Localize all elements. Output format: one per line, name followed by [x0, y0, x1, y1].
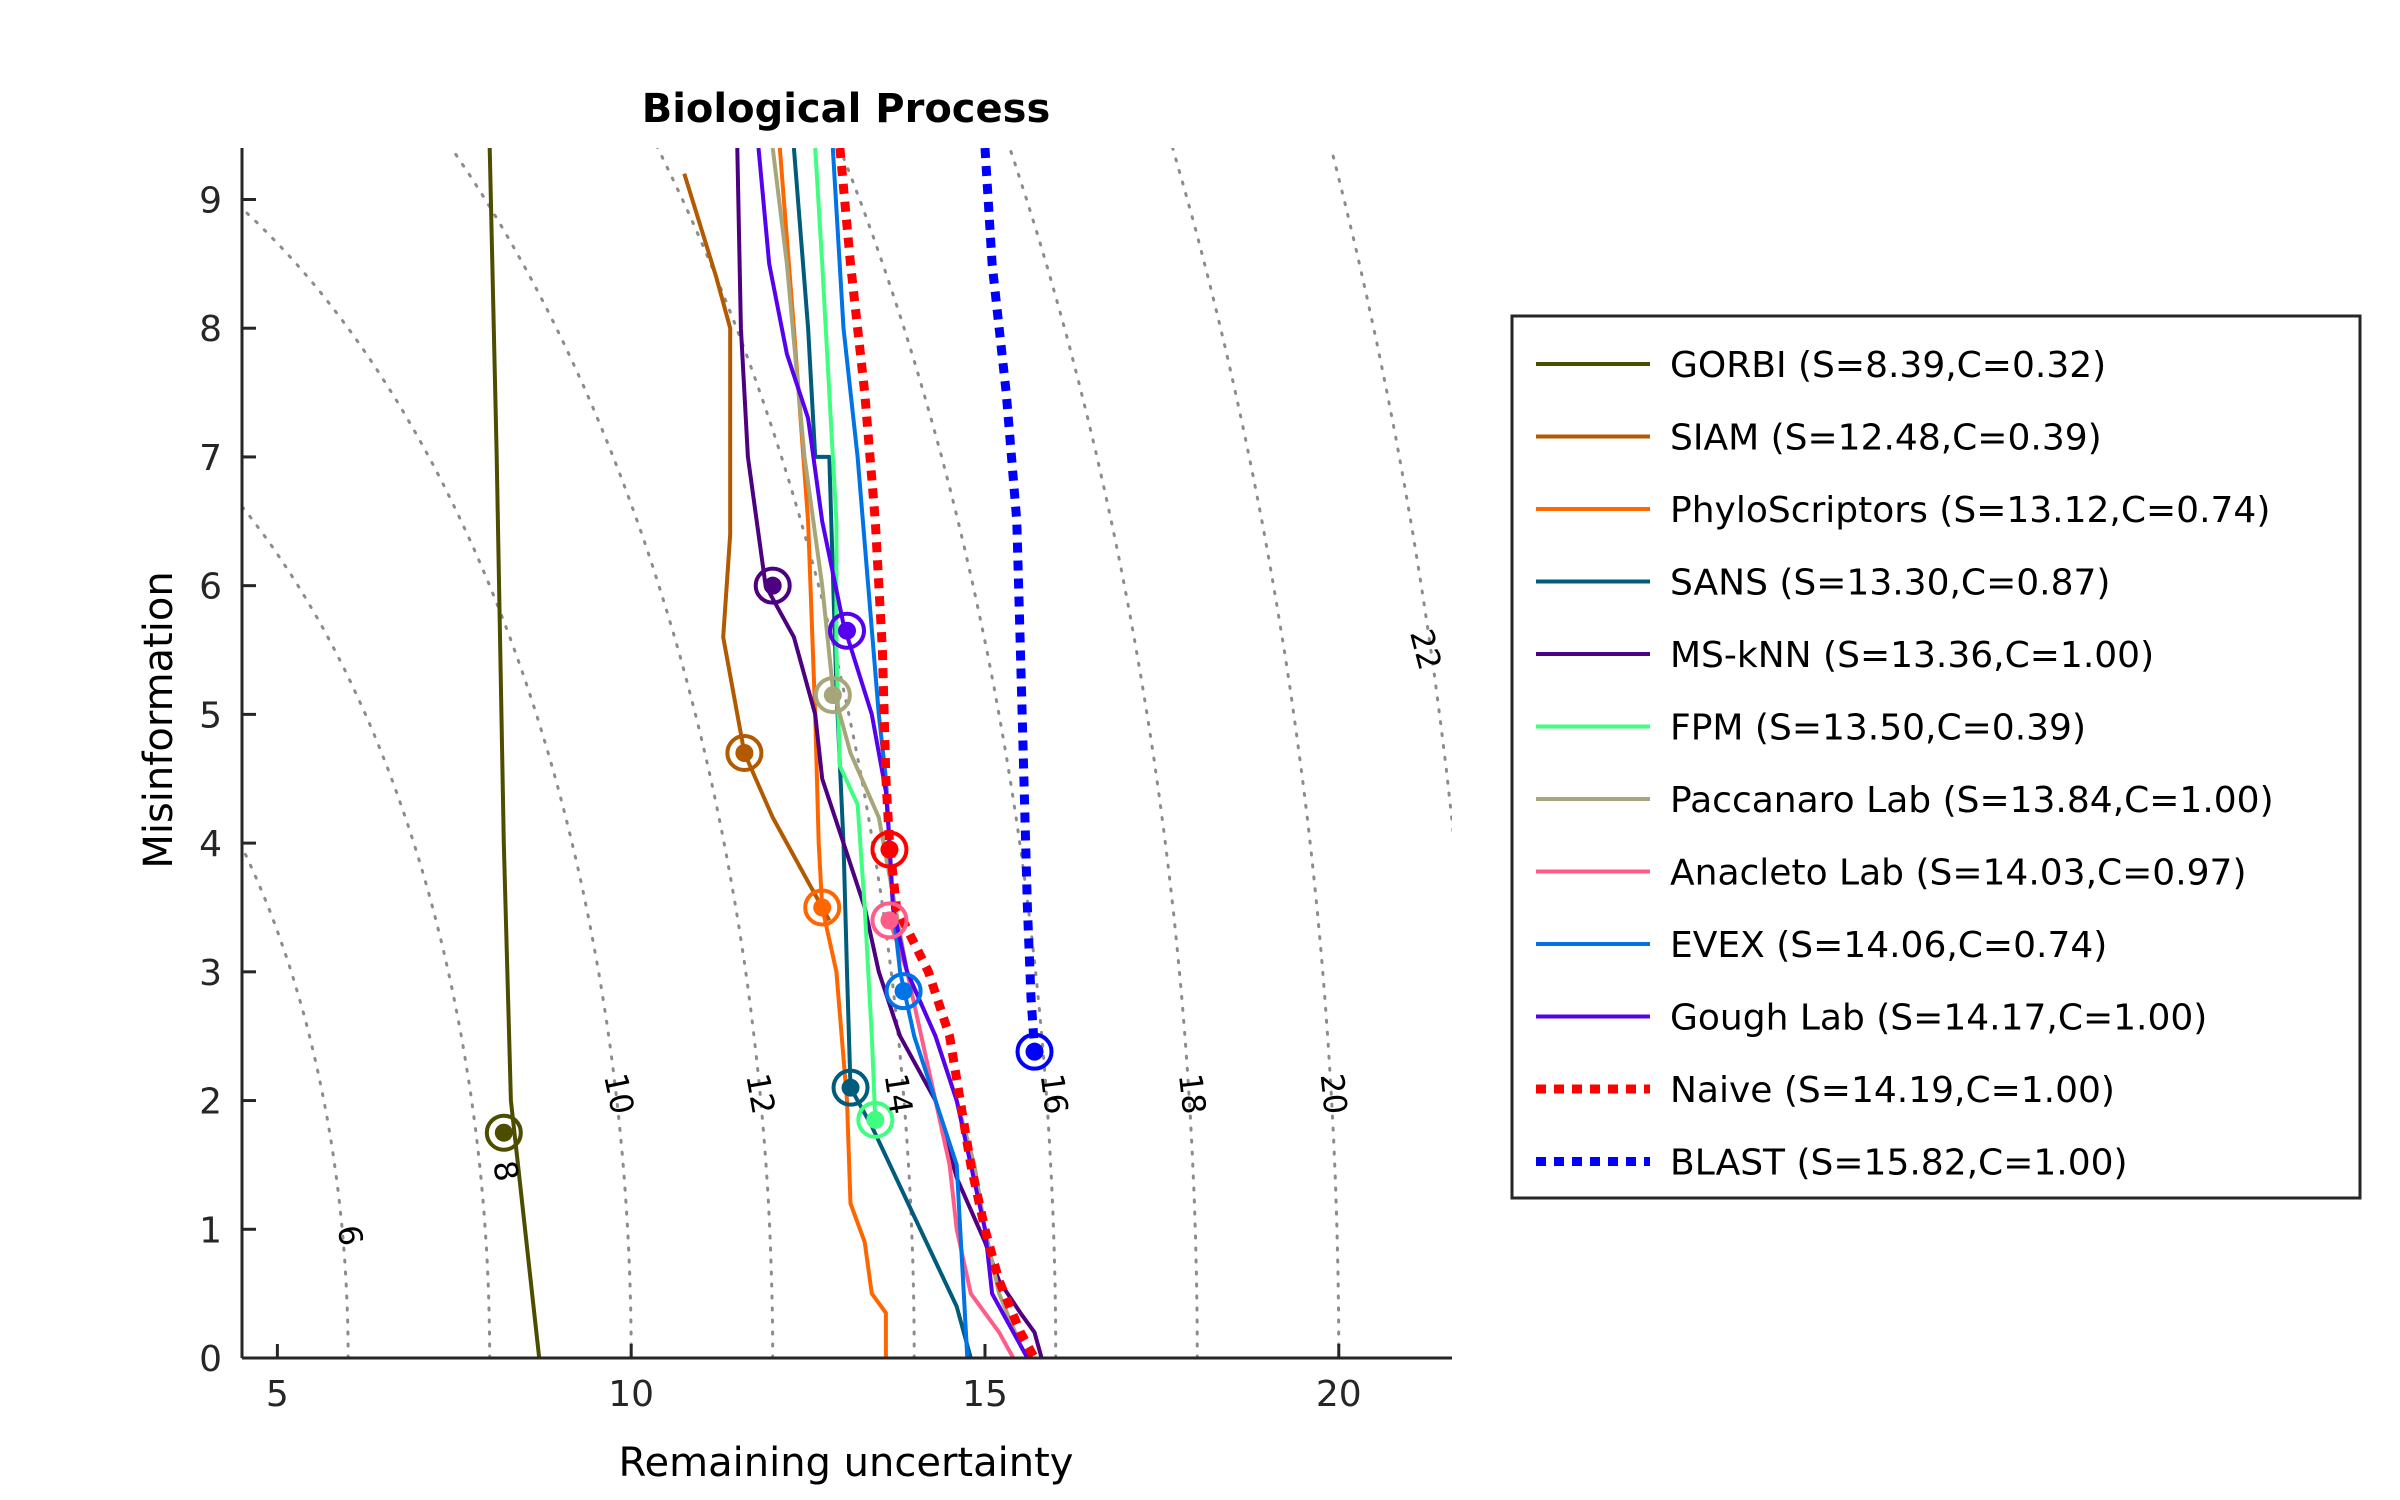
x-tick-label-5: 5 [266, 1374, 289, 1415]
contour-label-20: 20 [1313, 1072, 1355, 1116]
x-tick-label-20: 20 [1316, 1374, 1362, 1415]
series-marker-fpm [856, 1100, 895, 1139]
series-marker-gough-lab [828, 611, 866, 650]
legend-entry-anacleto-lab: Anacleto Lab (S=14.03,C=0.97) [1670, 853, 2247, 894]
legend-entry-evex: EVEX (S=14.06,C=0.74) [1670, 925, 2107, 966]
legend-entry-naive: Naive (S=14.19,C=1.00) [1670, 1070, 2115, 1111]
legend-entry-siam: SIAM (S=12.48,C=0.39) [1670, 418, 2102, 459]
contour-18 [1008, 148, 1199, 1358]
legend-entry-blast: BLAST (S=15.82,C=1.00) [1670, 1143, 2128, 1184]
contour-label-12: 12 [738, 1070, 782, 1117]
legend-entry-ms-knn: MS-kNN (S=13.36,C=1.00) [1670, 635, 2154, 676]
contour-label-10: 10 [596, 1070, 642, 1118]
x-tick-label-15: 15 [962, 1374, 1008, 1415]
chart-title: Biological Process [642, 86, 1051, 132]
legend-entry-fpm: FPM (S=13.50,C=0.39) [1670, 708, 2086, 749]
legend-entry-gough-lab: Gough Lab (S=14.17,C=1.00) [1670, 998, 2207, 1039]
legend-box [1510, 314, 2362, 1200]
series-line-naive [835, 148, 1039, 1358]
contour-12 [449, 148, 775, 1358]
series-marker-sans [831, 1068, 870, 1107]
x-tick-label-10: 10 [608, 1374, 654, 1415]
series-lines [487, 148, 1044, 1358]
series-marker-gorbi [484, 1113, 523, 1152]
legend: GORBI (S=8.39,C=0.32) SIAM (S=12.48,C=0.3… [1510, 314, 2362, 1200]
series-marker-blast [1015, 1032, 1054, 1071]
y-axis-label: Misinformation [136, 571, 182, 868]
contour-label-18: 18 [1171, 1072, 1213, 1117]
iso-contours [242, 148, 1452, 1358]
x-axis-label: Remaining uncertainty [619, 1440, 1074, 1486]
y-tick-label-0: 0 [199, 1339, 222, 1380]
legend-entry-phyloscriptors: PhyloScriptors (S=13.12,C=0.74) [1670, 490, 2270, 531]
series-markers [484, 566, 1054, 1152]
y-tick-label-1: 1 [199, 1210, 222, 1251]
series-line-phyloscriptors [777, 148, 888, 1358]
series-marker-phyloscriptors [803, 888, 842, 927]
y-tick-label-2: 2 [199, 1082, 222, 1123]
series-marker-siam [725, 734, 764, 772]
series-marker-naive [870, 830, 909, 869]
contour-label-14: 14 [877, 1071, 921, 1117]
series-marker-anacleto-lab [870, 901, 909, 940]
series-line-gorbi [487, 148, 542, 1358]
series-marker-paccanaro-lab [813, 676, 852, 715]
y-tick-label-8: 8 [199, 309, 222, 350]
legend-entry-sans: SANS (S=13.30,C=0.87) [1670, 563, 2110, 604]
series-marker-evex [884, 972, 923, 1011]
y-tick-label-3: 3 [199, 953, 222, 994]
contour-14 [656, 148, 916, 1358]
legend-entry-paccanaro-lab: Paccanaro Lab (S=13.84,C=1.00) [1670, 780, 2274, 821]
y-tick-label-6: 6 [199, 567, 222, 608]
y-tick-label-5: 5 [199, 695, 222, 736]
contour-8 [242, 504, 492, 1358]
legend-entry-gorbi: GORBI (S=8.39,C=0.32) [1670, 345, 2106, 386]
contour-label-16: 16 [1033, 1071, 1076, 1116]
series-line-siam [682, 173, 832, 922]
y-tick-label-7: 7 [199, 438, 222, 479]
y-tick-label-4: 4 [199, 824, 222, 865]
series-marker-ms-knn [753, 566, 792, 605]
y-tick-label-9: 9 [199, 180, 222, 221]
series-line-sans [791, 148, 973, 1358]
